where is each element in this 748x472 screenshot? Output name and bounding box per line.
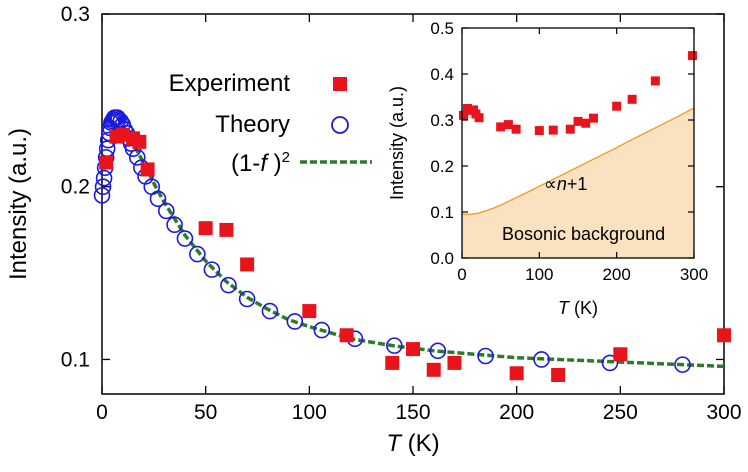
experiment-point bbox=[198, 221, 213, 236]
main-axis-ticks: 0 50 100 150 200 250 300 0.1 0.2 0.3 bbox=[61, 3, 742, 424]
theory-point bbox=[286, 313, 304, 330]
theory-point bbox=[601, 354, 619, 372]
inset-experiment-point bbox=[581, 118, 591, 128]
legend-label-fermi: (1-f )2 bbox=[231, 149, 290, 177]
theory-point bbox=[261, 302, 279, 320]
main-x-tick-label: 50 bbox=[194, 401, 217, 424]
experiment-point bbox=[302, 304, 317, 319]
inset-experiment-point bbox=[687, 51, 697, 61]
inset-experiment-point bbox=[511, 124, 521, 134]
inset-y-axis-label: Intensity (a.u.) bbox=[387, 86, 407, 200]
inset-experiment-point bbox=[548, 125, 558, 135]
inset-bosonic-background-area bbox=[462, 108, 694, 258]
experiment-point bbox=[406, 342, 420, 357]
inset-axis-ticks: 0 100 200 300 0.0 0.1 0.2 0.3 0.4 0.5 bbox=[430, 19, 708, 284]
inset-x-tick-label: 300 bbox=[680, 265, 708, 284]
legend-symbol-theory bbox=[331, 116, 349, 134]
main-x-tick-label: 100 bbox=[292, 401, 327, 424]
theory-point bbox=[189, 245, 206, 263]
inset-experiment-point bbox=[459, 110, 469, 120]
legend-label-experiment: Experiment bbox=[169, 70, 291, 97]
main-fermi-dashed-line bbox=[111, 129, 725, 369]
theory-point bbox=[104, 112, 121, 130]
theory-point bbox=[149, 190, 167, 208]
theory-point bbox=[674, 356, 691, 373]
inset-plot-frame bbox=[461, 27, 695, 259]
main-y-tick-label: 0.1 bbox=[61, 348, 90, 371]
inset-experiment-point bbox=[565, 124, 575, 134]
theory-point bbox=[238, 290, 256, 308]
theory-point bbox=[95, 169, 113, 187]
theory-point bbox=[429, 342, 447, 360]
theory-point bbox=[203, 261, 221, 278]
experiment-point bbox=[717, 328, 731, 343]
theory-point bbox=[166, 216, 183, 234]
inset-experiment-point bbox=[474, 113, 484, 123]
theory-point bbox=[157, 202, 175, 220]
inset-experiment-point bbox=[650, 76, 660, 86]
legend: Experiment Theory (1-f )2 bbox=[169, 70, 372, 177]
main-x-axis-label: T (K) bbox=[386, 430, 439, 457]
inset-x-tick-label: 0 bbox=[457, 265, 466, 284]
experiment-point bbox=[509, 366, 524, 381]
inset-experiment-point bbox=[534, 126, 544, 136]
experiment-point bbox=[240, 257, 255, 272]
experiment-point bbox=[385, 355, 400, 370]
main-markers bbox=[93, 109, 731, 382]
inset-x-axis-label: T (K) bbox=[558, 298, 598, 318]
experiment-point bbox=[426, 362, 441, 377]
theory-point bbox=[128, 149, 146, 166]
inset-experiment-point bbox=[588, 113, 598, 123]
main-y-axis-label: Intensity (a.u.) bbox=[5, 128, 32, 280]
inset-y-tick-label: 0.1 bbox=[430, 203, 454, 222]
experiment-point bbox=[613, 347, 628, 362]
inset-x-tick-label: 100 bbox=[525, 265, 553, 284]
legend-symbol-experiment bbox=[333, 77, 347, 91]
inset-annotation-background: Bosonic background bbox=[502, 224, 665, 244]
inset-y-tick-label: 0.3 bbox=[430, 111, 454, 130]
theory-point bbox=[220, 276, 237, 294]
theory-point bbox=[176, 230, 194, 247]
experiment-point bbox=[219, 222, 234, 237]
inset-bosonic-background-line bbox=[462, 107, 695, 216]
experiment-point bbox=[339, 328, 354, 343]
experiment-point bbox=[99, 155, 114, 170]
theory-point bbox=[94, 178, 112, 196]
experiment-point bbox=[551, 368, 566, 382]
theory-point bbox=[477, 347, 494, 365]
theory-point bbox=[93, 187, 111, 204]
main-x-tick-label: 0 bbox=[96, 401, 108, 424]
experiment-point bbox=[132, 134, 147, 149]
main-x-tick-label: 250 bbox=[603, 401, 638, 424]
inset-experiment-point bbox=[612, 101, 622, 111]
legend-label-theory: Theory bbox=[215, 111, 290, 138]
experiment-point bbox=[140, 162, 155, 177]
main-y-tick-label: 0.2 bbox=[61, 176, 90, 199]
inset-x-tick-label: 200 bbox=[602, 265, 630, 284]
main-y-tick-label: 0.3 bbox=[61, 3, 90, 26]
inset-y-tick-label: 0.4 bbox=[430, 65, 454, 84]
inset-experiment-point bbox=[496, 122, 506, 132]
main-x-tick-label: 200 bbox=[499, 401, 534, 424]
inset-y-tick-label: 0.2 bbox=[430, 157, 454, 176]
theory-point bbox=[386, 337, 403, 354]
inset-experiment-point bbox=[573, 116, 583, 126]
experiment-point bbox=[447, 355, 462, 370]
main-x-tick-label: 150 bbox=[395, 401, 430, 424]
inset-y-tick-label: 0.5 bbox=[430, 19, 454, 38]
inset-curves bbox=[462, 107, 695, 258]
inset-annotation-proportional: ∝n+1 bbox=[544, 174, 587, 194]
inset-markers bbox=[459, 51, 697, 136]
inset-y-tick-label: 0.0 bbox=[430, 249, 454, 268]
theory-point bbox=[533, 351, 550, 368]
main-curves bbox=[111, 129, 725, 369]
theory-point bbox=[313, 321, 331, 339]
inset-experiment-point bbox=[627, 94, 637, 104]
inset-experiment-point bbox=[503, 120, 513, 130]
main-x-tick-label: 300 bbox=[706, 401, 741, 424]
